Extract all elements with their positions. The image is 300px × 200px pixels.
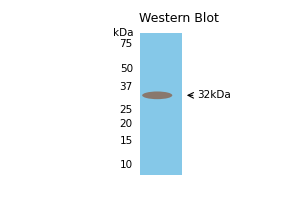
- Text: 32kDa: 32kDa: [197, 90, 230, 100]
- Text: kDa: kDa: [113, 28, 134, 38]
- Text: 15: 15: [120, 136, 133, 146]
- Text: 10: 10: [120, 160, 133, 170]
- Text: Western Blot: Western Blot: [140, 12, 219, 25]
- Text: 25: 25: [120, 105, 133, 115]
- Text: 37: 37: [120, 82, 133, 92]
- Ellipse shape: [142, 91, 172, 99]
- Text: 75: 75: [120, 39, 133, 49]
- Text: 50: 50: [120, 64, 133, 74]
- Text: 20: 20: [120, 119, 133, 129]
- Bar: [140, 33, 182, 175]
